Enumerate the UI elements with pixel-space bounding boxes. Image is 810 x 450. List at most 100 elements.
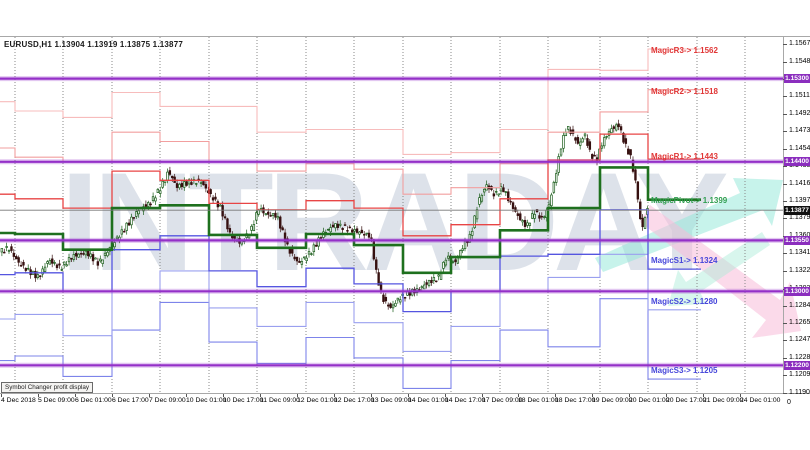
price-tick-label: 1.13790 (789, 214, 810, 221)
day-separators (14, 37, 746, 393)
time-tick-mark (740, 394, 741, 397)
price-level-tag: 1.13550 (784, 236, 810, 245)
price-tick-mark (783, 96, 787, 97)
time-tick-mark (371, 394, 372, 397)
time-axis-label: 7 Dec 09:00 (149, 397, 186, 404)
time-tick-mark (555, 394, 556, 397)
time-axis-label: 12 Dec 01:00 (297, 397, 338, 404)
price-tick-label: 1.15670 (789, 40, 810, 47)
time-tick-mark (629, 394, 630, 397)
time-tick-mark (592, 394, 593, 397)
price-tick-mark (783, 375, 787, 376)
candles (0, 119, 649, 313)
price-tick-label: 1.15115 (789, 92, 810, 99)
time-axis-label: 18 Dec 01:00 (518, 397, 559, 404)
time-axis-label: 11 Dec 09:00 (260, 397, 300, 404)
step-line-r3 (0, 48, 701, 155)
time-tick-mark (223, 394, 224, 397)
price-tick-mark (783, 166, 787, 167)
price-tick-label: 1.12470 (789, 336, 810, 343)
time-axis-label: 10 Dec 01:00 (186, 397, 227, 404)
price-tick-label: 1.12090 (789, 371, 810, 378)
price-axis-border (783, 36, 784, 394)
time-tick-mark (186, 394, 187, 397)
price-level-tag: 1.15300 (784, 74, 810, 83)
symbol-ohlc-info: EURUSD,H1 1.13904 1.13919 1.13875 1.1387… (4, 40, 183, 49)
price-tick-label: 1.11905 (789, 389, 810, 396)
step-line-p (0, 166, 701, 275)
time-axis-label: 6 Dec 01:00 (75, 397, 112, 404)
time-tick-mark (75, 394, 76, 397)
time-axis-label: 19 Dec 09:00 (592, 397, 633, 404)
price-tick-label: 1.13410 (789, 249, 810, 256)
pivot-step-lines (0, 48, 701, 389)
time-tick-mark (38, 394, 39, 397)
price-tick-label: 1.14165 (789, 180, 810, 187)
time-tick-mark (260, 394, 261, 397)
price-tick-label: 1.13220 (789, 267, 810, 274)
price-level-tag: 1.14400 (784, 157, 810, 166)
price-tick-label: 1.14920 (789, 110, 810, 117)
time-axis-label: 21 Dec 09:00 (703, 397, 744, 404)
step-line-s2 (0, 253, 701, 352)
price-tick-mark (783, 62, 787, 63)
time-axis-label: 17 Dec 09:00 (482, 397, 523, 404)
price-tick-mark (783, 218, 787, 219)
time-tick-mark (482, 394, 483, 397)
time-tick-mark (408, 394, 409, 397)
step-line-s1 (0, 209, 701, 313)
price-tick-label: 1.13600 (789, 232, 810, 239)
time-axis-label: 20 Dec 17:00 (666, 397, 707, 404)
chart-bottom-border (0, 393, 810, 394)
time-axis-label: 5 Dec 09:00 (38, 397, 75, 404)
current-price-tag: 1.13877 (784, 206, 810, 215)
price-tick-mark (783, 253, 787, 254)
price-tick-mark (783, 271, 787, 272)
price-tick-mark (783, 201, 787, 202)
time-tick-mark (112, 394, 113, 397)
step-line-s3 (0, 298, 701, 389)
time-tick-mark (149, 394, 150, 397)
time-tick-mark (297, 394, 298, 397)
price-tick-label: 1.12655 (789, 319, 810, 326)
price-tick-mark (783, 131, 787, 132)
price-level-tag: 1.13000 (784, 287, 810, 296)
candlestick-chart[interactable] (0, 0, 810, 400)
time-axis-label: 4 Dec 2018 (1, 397, 36, 404)
price-tick-label: 1.15485 (789, 58, 810, 65)
price-tick-mark (783, 358, 787, 359)
price-tick-label: 1.13975 (789, 197, 810, 204)
price-tick-label: 1.14540 (789, 145, 810, 152)
time-axis-label: 18 Dec 17:00 (555, 397, 596, 404)
price-tick-mark (783, 323, 787, 324)
price-tick-mark (783, 340, 787, 341)
symbol-changer-button[interactable]: Symbol Changer profit display (1, 382, 93, 393)
time-tick-mark (1, 394, 2, 397)
price-tick-label: 1.14730 (789, 127, 810, 134)
chart-top-border (0, 36, 810, 37)
step-line-r2 (0, 89, 701, 195)
price-tick-mark (783, 149, 787, 150)
purple-levels (0, 76, 783, 368)
time-tick-mark (445, 394, 446, 397)
price-tick-label: 1.12280 (789, 354, 810, 361)
price-tick-mark (783, 114, 787, 115)
price-tick-mark (783, 306, 787, 307)
time-axis-label: 6 Dec 17:00 (112, 397, 149, 404)
step-line-r1 (0, 133, 701, 237)
price-tick-label: 1.12845 (789, 302, 810, 309)
time-axis-label: 14 Dec 17:00 (445, 397, 486, 404)
time-tick-mark (334, 394, 335, 397)
time-tick-mark (518, 394, 519, 397)
time-axis-label: 12 Dec 17:00 (334, 397, 375, 404)
time-axis-label: 13 Dec 09:00 (371, 397, 412, 404)
time-tick-mark (703, 394, 704, 397)
time-axis-label: 10 Dec 17:00 (223, 397, 264, 404)
price-tick-mark (783, 393, 787, 394)
time-tick-mark (666, 394, 667, 397)
price-level-tag: 1.12200 (784, 361, 810, 370)
time-axis-label: 20 Dec 01:00 (629, 397, 670, 404)
axis-zero-label: 0 (787, 399, 791, 406)
price-tick-mark (783, 184, 787, 185)
